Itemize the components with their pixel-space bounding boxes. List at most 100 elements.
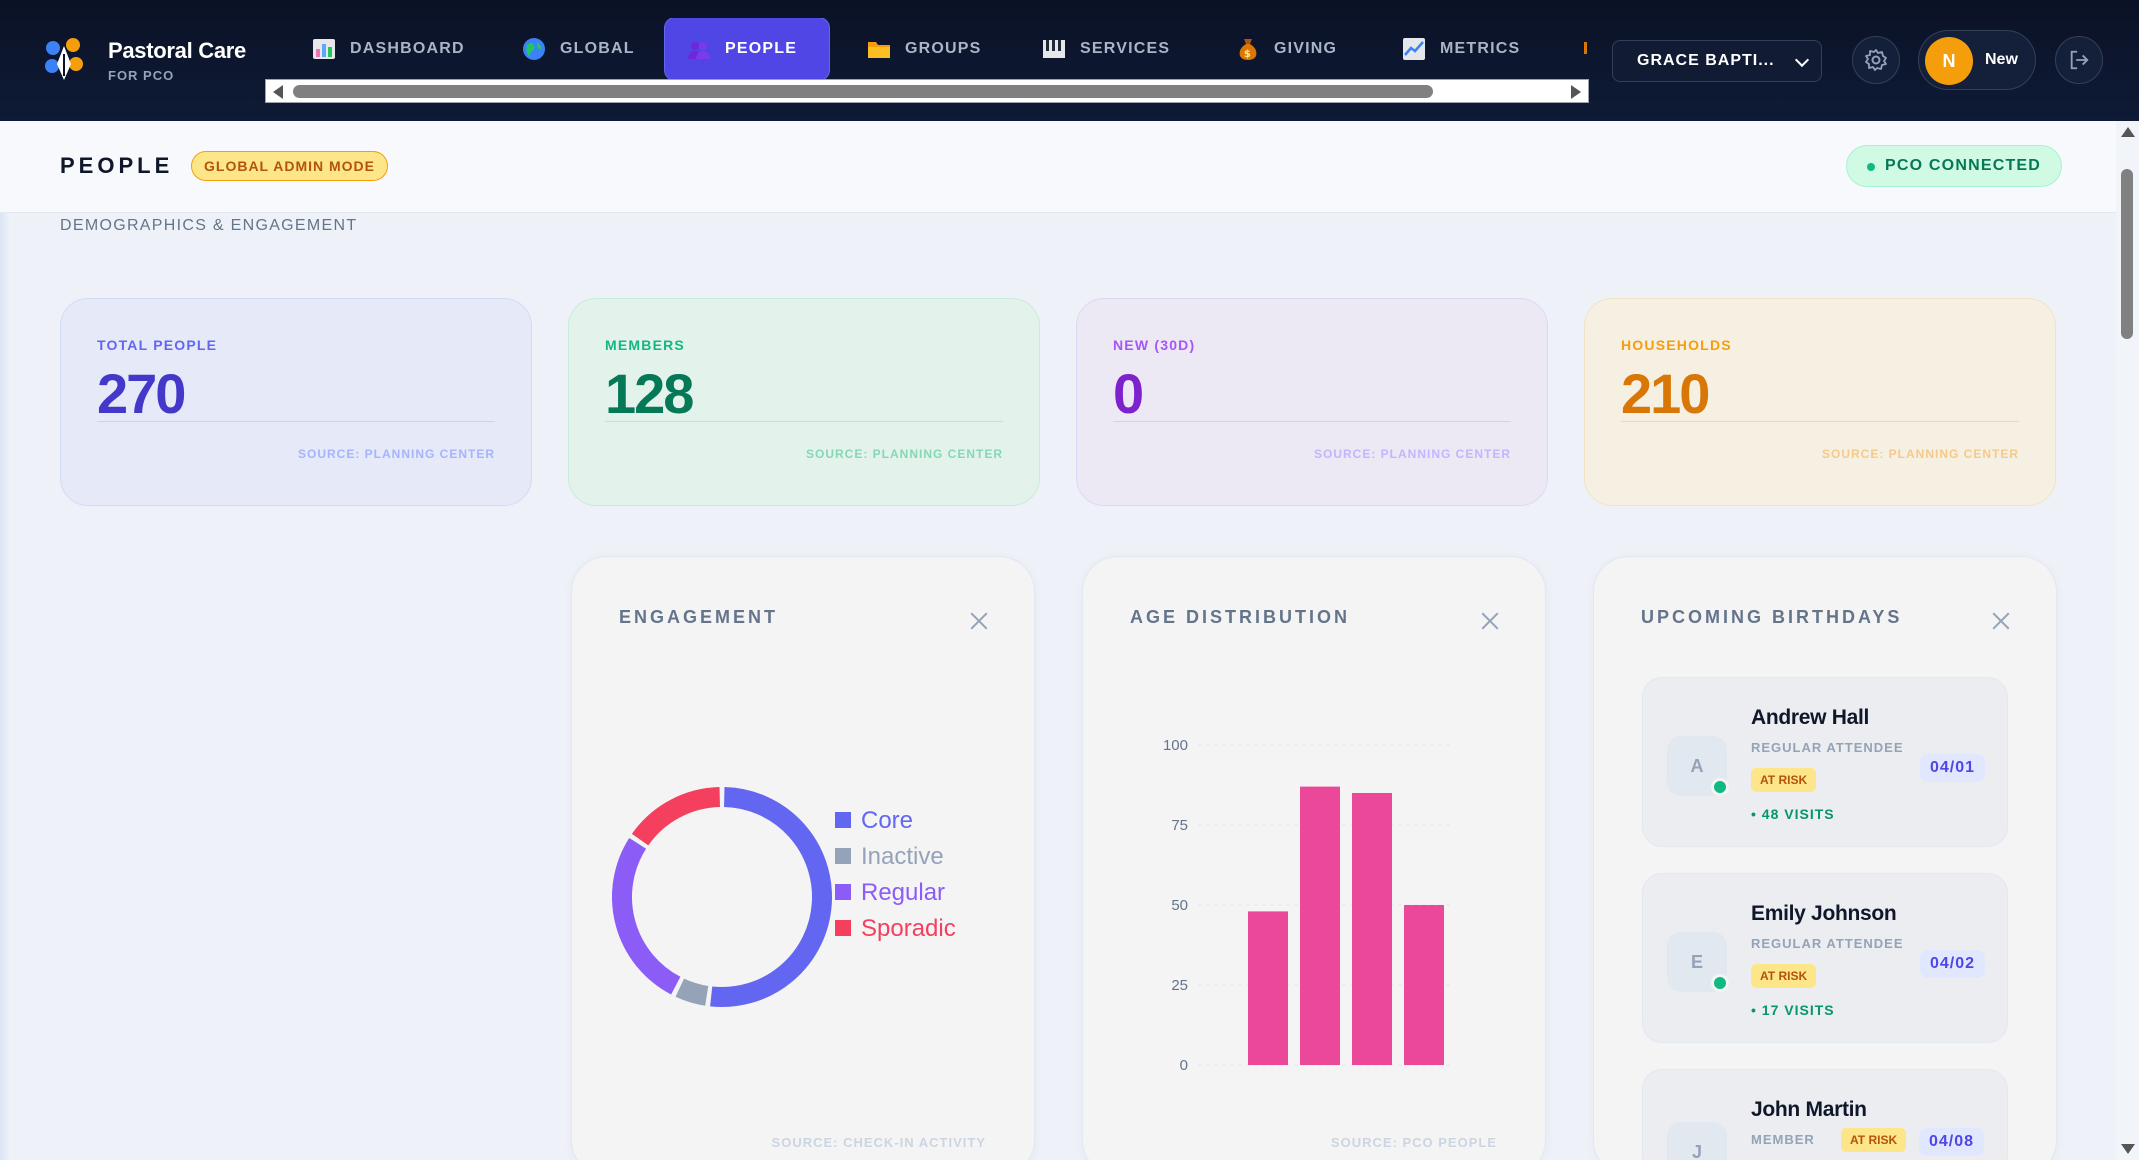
page-vertical-scrollbar[interactable] bbox=[2116, 121, 2139, 1160]
donut-slice-sporadic[interactable] bbox=[631, 787, 721, 846]
main-nav: DASHBOARD GLOBAL PEOPLE GROUPS SERVICES … bbox=[290, 18, 1590, 80]
at-risk-badge: AT RISK bbox=[1751, 964, 1817, 988]
engagement-donut-chart: Core Inactive Regular Sporadic bbox=[612, 787, 956, 1007]
y-tick-label: 50 bbox=[1171, 897, 1188, 914]
person-name: John Martin bbox=[1751, 1098, 1867, 1121]
birthday-card[interactable]: A Andrew Hall REGULAR ATTENDEE AT RISK •… bbox=[1642, 677, 2008, 847]
pco-connection-badge: PCO CONNECTED bbox=[1846, 145, 2063, 187]
birthday-card[interactable]: J John Martin MEMBER AT RISK 04/08 bbox=[1642, 1069, 2008, 1160]
person-name: Emily Johnson bbox=[1751, 902, 1897, 925]
stat-label: NEW (30D) bbox=[1113, 337, 1196, 353]
divider bbox=[605, 421, 1003, 422]
people-icon bbox=[688, 42, 710, 59]
nav-overflow-indicator bbox=[1584, 42, 1587, 54]
legend-label: Regular bbox=[861, 879, 945, 906]
visit-count: • 48 VISITS bbox=[1751, 806, 1835, 822]
bar-51-70[interactable] bbox=[1352, 793, 1392, 1065]
nav-giving[interactable]: $ GIVING bbox=[1214, 18, 1359, 80]
admin-mode-badge: GLOBAL ADMIN MODE bbox=[191, 151, 388, 181]
scrollbar-thumb[interactable] bbox=[2121, 169, 2133, 339]
top-bar: Pastoral Care FOR PCO DASHBOARD GLOBAL P… bbox=[0, 0, 2139, 121]
page-left-edge bbox=[0, 121, 10, 1160]
stat-card-total-people: TOTAL PEOPLE 270 SOURCE: PLANNING CENTER bbox=[60, 298, 532, 506]
x-tick-label: 0-18 bbox=[1201, 1075, 1231, 1077]
upcoming-birthdays-panel: UPCOMING BIRTHDAYS A Andrew Hall REGULAR… bbox=[1593, 556, 2057, 1160]
stat-value: 0 bbox=[1113, 362, 1144, 425]
panel-title: ENGAGEMENT bbox=[619, 607, 779, 627]
nav-label: SERVICES bbox=[1080, 40, 1171, 57]
nav-label: GIVING bbox=[1274, 40, 1338, 57]
scrollbar-thumb[interactable] bbox=[293, 85, 1433, 98]
piano-icon bbox=[1043, 40, 1065, 58]
nav-dashboard[interactable]: DASHBOARD bbox=[290, 18, 487, 80]
birthday-date: 04/02 bbox=[1919, 950, 1985, 978]
nav-services[interactable]: SERVICES bbox=[1020, 18, 1192, 80]
legend-swatch bbox=[835, 812, 851, 828]
stat-source: SOURCE: PLANNING CENTER bbox=[297, 447, 495, 461]
y-tick-label: 0 bbox=[1180, 1057, 1188, 1074]
nav-global[interactable]: GLOBAL bbox=[500, 18, 657, 80]
panel-source: SOURCE: CHECK-IN ACTIVITY bbox=[771, 1135, 986, 1150]
gear-icon bbox=[1865, 49, 1887, 71]
organization-select[interactable]: GRACE BAPTI... bbox=[1612, 40, 1822, 82]
nav-people[interactable]: PEOPLE bbox=[665, 18, 829, 80]
birthday-card[interactable]: E Emily Johnson REGULAR ATTENDEE AT RISK… bbox=[1642, 873, 2008, 1043]
panel-title: AGE DISTRIBUTION bbox=[1130, 607, 1351, 627]
user-avatar: N bbox=[1925, 37, 1973, 85]
panel-source: SOURCE: PCO PEOPLE bbox=[1330, 1135, 1497, 1150]
scroll-down-arrow-icon[interactable] bbox=[2121, 1144, 2135, 1154]
scroll-right-arrow-icon[interactable] bbox=[1571, 85, 1581, 99]
birthday-date: 04/08 bbox=[1919, 1128, 1985, 1156]
settings-button[interactable] bbox=[1852, 36, 1900, 84]
page-subtitle: DEMOGRAPHICS & ENGAGEMENT bbox=[60, 217, 358, 234]
birthday-date: 04/01 bbox=[1919, 754, 1985, 782]
stat-label: TOTAL PEOPLE bbox=[97, 337, 218, 353]
stat-card-new-30d: NEW (30D) 0 SOURCE: PLANNING CENTER bbox=[1076, 298, 1548, 506]
pastoral-care-logo bbox=[45, 38, 83, 80]
nav-horizontal-scrollbar[interactable] bbox=[265, 79, 1589, 103]
donut-slice-core[interactable] bbox=[710, 787, 832, 1007]
nav-metrics[interactable]: METRICS bbox=[1380, 18, 1542, 80]
user-menu[interactable]: N New bbox=[1918, 30, 2036, 90]
y-tick-label: 75 bbox=[1171, 817, 1188, 834]
scroll-up-arrow-icon[interactable] bbox=[2121, 127, 2135, 137]
bar-chart-icon bbox=[313, 39, 335, 59]
bar-70+[interactable] bbox=[1404, 905, 1444, 1065]
close-icon[interactable] bbox=[970, 612, 988, 630]
x-tick-label: 70+ bbox=[1411, 1075, 1437, 1077]
logout-icon bbox=[2070, 50, 2089, 70]
stat-card-members: MEMBERS 128 SOURCE: PLANNING CENTER bbox=[568, 298, 1040, 506]
panel-title: UPCOMING BIRTHDAYS bbox=[1641, 607, 1903, 627]
divider bbox=[1621, 421, 2019, 422]
x-tick-label: 19-30 bbox=[1249, 1075, 1287, 1077]
person-name: Andrew Hall bbox=[1751, 706, 1870, 729]
legend-swatch bbox=[835, 848, 851, 864]
bar-19-30[interactable] bbox=[1248, 911, 1288, 1065]
y-tick-label: 25 bbox=[1171, 977, 1188, 994]
online-status-dot bbox=[1711, 778, 1729, 796]
logout-button[interactable] bbox=[2055, 36, 2103, 84]
person-role: REGULAR ATTENDEE bbox=[1751, 936, 1904, 951]
stat-source: SOURCE: PLANNING CENTER bbox=[805, 447, 1003, 461]
divider bbox=[97, 421, 495, 422]
legend-swatch bbox=[835, 920, 851, 936]
x-tick-label: 31-50 bbox=[1301, 1075, 1339, 1077]
donut-slice-regular[interactable] bbox=[612, 837, 681, 995]
svg-text:$: $ bbox=[1244, 49, 1252, 60]
stat-source: SOURCE: PLANNING CENTER bbox=[1313, 447, 1511, 461]
donut-slice-inactive[interactable] bbox=[675, 978, 709, 1006]
nav-groups[interactable]: GROUPS bbox=[845, 18, 1004, 80]
age-bar-chart: 0 25 50 75 100 0-18 19-30 31-50 51-70 70+ bbox=[1163, 737, 1453, 1077]
folder-icon bbox=[868, 42, 890, 58]
page-title: PEOPLE bbox=[60, 153, 174, 178]
at-risk-badge: AT RISK bbox=[1751, 768, 1817, 792]
scroll-left-arrow-icon[interactable] bbox=[273, 85, 283, 99]
bar-31-50[interactable] bbox=[1300, 786, 1340, 1065]
stat-value: 128 bbox=[605, 362, 694, 425]
close-icon[interactable] bbox=[1481, 612, 1499, 630]
brand-subtitle: FOR PCO bbox=[108, 68, 175, 83]
at-risk-badge: AT RISK bbox=[1841, 1128, 1907, 1152]
age-distribution-panel: AGE DISTRIBUTION 0 25 50 75 100 0-18 19-30 31-5… bbox=[1082, 556, 1546, 1160]
close-icon[interactable] bbox=[1992, 612, 2010, 630]
stat-source: SOURCE: PLANNING CENTER bbox=[1821, 447, 2019, 461]
